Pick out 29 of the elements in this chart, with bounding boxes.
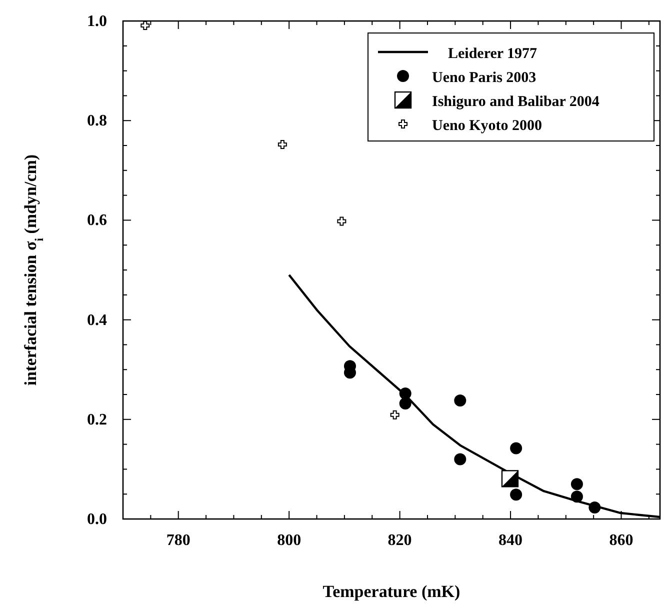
y-tick-label: 1.0 — [87, 13, 107, 30]
point — [337, 216, 346, 226]
point — [140, 20, 150, 30]
point — [588, 502, 601, 514]
y-tick-label: 0.4 — [87, 312, 107, 329]
x-tick-label: 800 — [277, 532, 302, 549]
point — [278, 140, 287, 150]
point — [570, 490, 583, 503]
point — [454, 394, 466, 406]
legend-label: Ishiguro and Balibar 2004 — [432, 94, 600, 110]
point — [510, 442, 522, 454]
x-tick-label: 840 — [498, 532, 523, 549]
point — [390, 410, 400, 420]
legend-label: Ueno Kyoto 2000 — [432, 118, 542, 134]
legend-label: Leiderer 1977 — [448, 46, 538, 62]
x-tick-label: 780 — [166, 532, 190, 549]
point — [510, 488, 522, 501]
text: 0.0 — [87, 511, 107, 528]
y-tick-label: 0.2 — [87, 411, 107, 428]
y-tick-label: 0.8 — [87, 112, 107, 130]
point — [399, 397, 412, 410]
point — [454, 453, 466, 466]
x-tick-label: 860 — [609, 532, 634, 549]
point — [399, 388, 412, 400]
x-axis-title: Temperature (mK) — [322, 582, 460, 601]
y-tick-label: 0.6 — [87, 212, 107, 230]
point — [570, 478, 583, 490]
x-tick-label: 820 — [388, 532, 412, 549]
legend-label: Ueno Paris 2003 — [432, 70, 536, 86]
